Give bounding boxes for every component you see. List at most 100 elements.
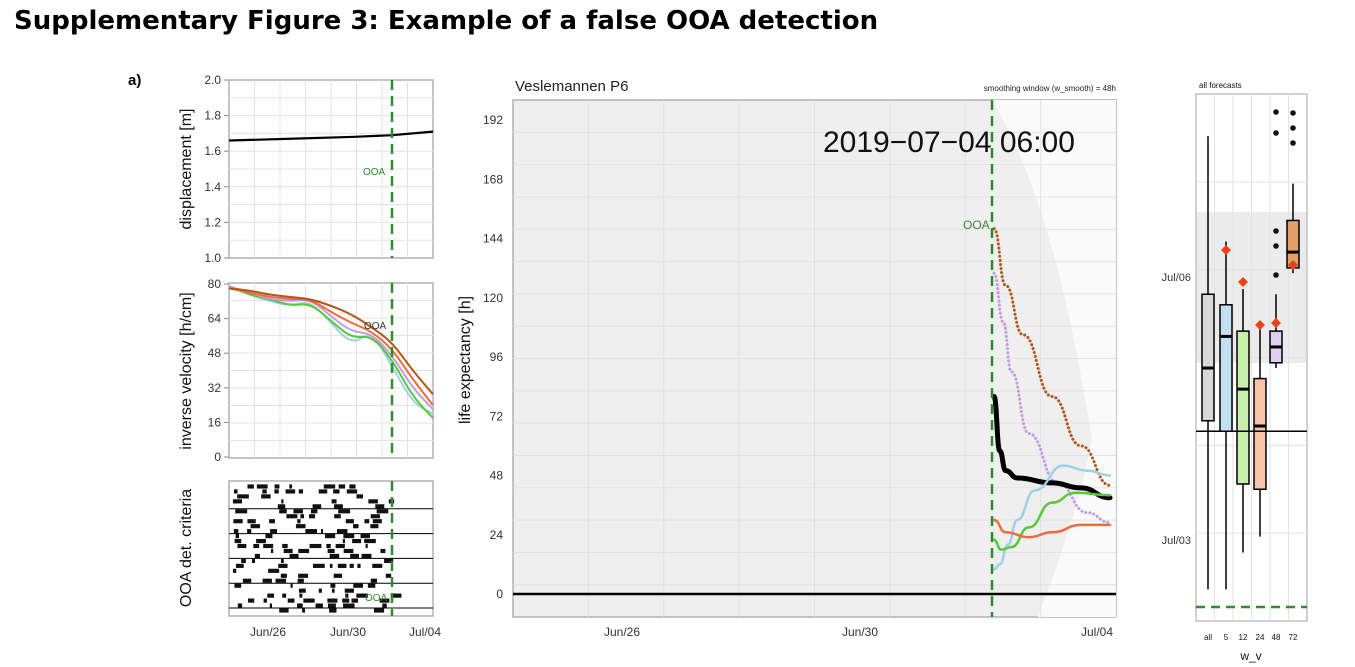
criteria-cell: [237, 603, 243, 608]
displacement-tick-labels: 1.0 1.2 1.4 1.6 1.8 2.0: [204, 73, 229, 265]
criteria-cell: [298, 573, 309, 578]
criteria-cell: [331, 588, 335, 593]
y-tick-label: 144: [483, 232, 503, 246]
box-outlier: [1290, 140, 1296, 146]
ooa-annotation: OOA: [364, 321, 387, 332]
criteria-cell: [370, 514, 380, 519]
box-marker: [1288, 260, 1298, 270]
y-tick-label: 1.8: [204, 109, 221, 123]
y-tick-label: 48: [208, 346, 222, 360]
criteria-cell: [315, 603, 323, 608]
criteria-cell: [372, 563, 383, 568]
criteria-cell: [390, 593, 402, 598]
criteria-cell: [278, 563, 288, 568]
x-tick-label: Jun/30: [842, 625, 878, 639]
criteria-cell: [342, 598, 350, 603]
criteria-cell: [320, 529, 324, 534]
criteria-cell: [343, 603, 355, 608]
boxplot-title: all forecasts: [1199, 81, 1242, 90]
criteria-cell: [349, 563, 354, 568]
criteria-cell: [350, 553, 360, 559]
criteria-cell: [382, 603, 387, 608]
criteria-cell: [337, 563, 347, 568]
criteria-cell: [343, 534, 355, 539]
criteria-cell: [353, 583, 363, 588]
criteria-cell: [274, 484, 280, 489]
box-outlier: [1273, 243, 1279, 249]
criteria-cell: [299, 593, 303, 598]
box-outlier: [1290, 110, 1296, 116]
box-marker: [1221, 245, 1231, 255]
box-category-label: all: [1204, 633, 1212, 642]
criteria-cell: [368, 499, 378, 504]
box-body: [1219, 304, 1233, 433]
criteria-cell: [290, 583, 293, 588]
criteria-cell: [338, 509, 351, 514]
criteria-cell: [270, 529, 277, 534]
criteria-cell: [279, 509, 287, 514]
criteria-cell: [280, 558, 284, 563]
criteria-cell: [295, 524, 306, 529]
displacement-ylabel: displacement [m]: [178, 109, 195, 230]
criteria-cell: [268, 568, 280, 573]
criteria-cell: [289, 553, 299, 559]
criteria-cell: [380, 548, 386, 554]
box-marker: [1271, 318, 1281, 328]
criteria-cell: [300, 514, 305, 519]
life-expectancy-line: [992, 464, 1112, 571]
y-tick-label: 72: [490, 409, 504, 423]
criteria-cell: [233, 519, 243, 524]
criteria-cell: [367, 583, 376, 588]
criteria-cell: [269, 519, 275, 524]
ooa-criteria-ylabel: OOA det. criteria: [178, 489, 195, 607]
criteria-cell: [280, 573, 287, 578]
inverse-velocity-line: [228, 285, 434, 419]
y-tick-label: 1.2: [204, 215, 221, 229]
y-tick-label: 48: [490, 469, 504, 483]
criteria-cell: [253, 543, 260, 549]
criteria-cell: [234, 538, 242, 544]
criteria-cell: [270, 548, 274, 554]
criteria-cell: [277, 504, 286, 509]
inverse-velocity-series: [228, 285, 434, 419]
inverse-velocity-line: [228, 287, 434, 406]
box-body: [1236, 330, 1250, 485]
inverse-velocity-line: [228, 287, 434, 395]
criteria-cell: [329, 553, 340, 559]
criteria-cell: [330, 583, 336, 588]
criteria-cell: [334, 504, 343, 509]
box-marker: [1238, 277, 1248, 287]
criteria-cell: [235, 563, 244, 568]
criteria-cell: [297, 578, 304, 583]
panel-label: a): [128, 72, 142, 89]
ooa-annotation: OOA: [963, 218, 990, 232]
criteria-cell: [351, 598, 359, 603]
criteria-cell: [324, 534, 336, 539]
criteria-cell: [370, 524, 379, 529]
criteria-cell: [361, 553, 372, 559]
criteria-cell: [370, 578, 377, 583]
criteria-cell: [305, 529, 317, 534]
criteria-cell: [293, 509, 303, 514]
box-category-label: 12: [1239, 633, 1248, 642]
criteria-cell: [235, 509, 248, 514]
criteria-cell: [360, 534, 370, 539]
criteria-cell: [254, 553, 260, 559]
criteria-cell: [356, 494, 364, 499]
criteria-cell: [281, 499, 284, 504]
life-expectancy-panel: Veslemannen P6 smoothing window (w_smoot…: [457, 78, 1117, 639]
y-tick-label: 64: [208, 312, 222, 326]
criteria-cell: [343, 548, 354, 554]
criteria-cell: [297, 519, 301, 524]
criteria-cell: [286, 514, 298, 519]
criteria-cell: [237, 494, 249, 499]
box-category-label: 72: [1289, 633, 1298, 642]
timestamp-label: 2019−07−04 06:00: [823, 126, 1075, 159]
criteria-cell: [349, 484, 356, 489]
criteria-cell: [242, 578, 252, 583]
criteria-cell: [326, 543, 331, 549]
main-chart-grid: [513, 100, 1116, 617]
criteria-cell: [269, 603, 273, 608]
criteria-cell: [327, 603, 336, 608]
criteria-cell: [365, 543, 368, 549]
